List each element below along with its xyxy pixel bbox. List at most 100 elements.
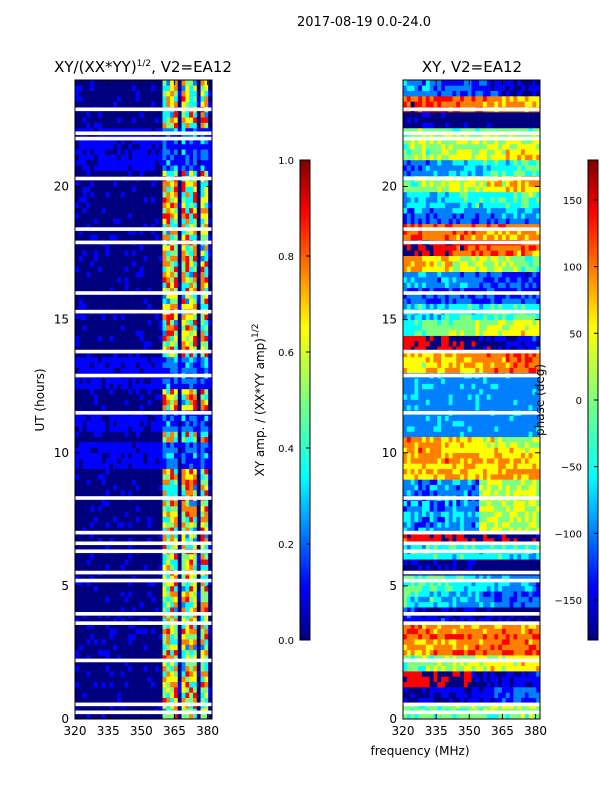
heatmap-cell: [471, 665, 476, 672]
heatmap-cell: [90, 298, 95, 304]
heatmap-cell: [75, 596, 80, 603]
heatmap-cell: [208, 303, 213, 310]
heatmap-cell: [75, 234, 80, 241]
heatmap-cell: [94, 367, 99, 374]
heatmap-cell: [120, 575, 125, 581]
heatmap-cell: [90, 202, 95, 209]
heatmap-cell: [204, 335, 209, 342]
heatmap-cell: [128, 330, 133, 336]
heatmap-cell: [151, 463, 156, 470]
heatmap-cell: [536, 697, 541, 704]
heatmap-cell: [173, 484, 179, 491]
heatmap-cell: [208, 676, 213, 683]
heatmap-cell: [208, 266, 213, 273]
heatmap-cell: [94, 335, 99, 342]
heatmap-cell: [425, 633, 430, 640]
heatmap-cell: [425, 644, 430, 651]
heatmap-cell: [86, 564, 91, 571]
heatmap-cell: [82, 426, 87, 432]
heatmap-cell: [105, 559, 110, 565]
heatmap-cell: [403, 697, 408, 704]
heatmap-cell: [128, 681, 133, 688]
heatmap-cell: [90, 537, 95, 544]
heatmap-cell: [116, 356, 121, 363]
heatmap-cell: [192, 85, 198, 91]
heatmap-cell: [128, 266, 133, 273]
heatmap-cell: [185, 383, 190, 390]
heatmap-cell: [162, 346, 167, 352]
heatmap-cell: [128, 340, 133, 347]
heatmap-cell: [116, 394, 121, 400]
heatmap-cell: [429, 697, 434, 704]
heatmap-cell: [528, 713, 533, 720]
heatmap-cell: [113, 133, 118, 139]
heatmap-cell: [532, 713, 537, 720]
heatmap-cell: [82, 399, 87, 406]
data-gap: [75, 578, 212, 583]
heatmap-cell: [147, 133, 152, 139]
heatmap-cell: [494, 660, 499, 667]
heatmap-cell: [101, 596, 106, 603]
heatmap-cell: [158, 553, 163, 560]
heatmap-cell: [158, 490, 163, 496]
heatmap-cell: [524, 633, 529, 640]
heatmap-cell: [78, 442, 83, 448]
heatmap-cell: [170, 447, 175, 454]
heatmap-cell: [139, 277, 144, 283]
heatmap-cell: [124, 676, 129, 683]
heatmap-cell: [120, 623, 125, 629]
heatmap-cell: [116, 511, 121, 517]
heatmap-cell: [113, 277, 118, 283]
heatmap-cell: [105, 282, 110, 288]
heatmap-cell: [113, 303, 118, 310]
heatmap-cell: [185, 420, 190, 427]
heatmap-cell: [139, 191, 144, 198]
heatmap-cell: [120, 330, 125, 336]
heatmap-cell: [192, 127, 198, 134]
heatmap-cell: [132, 191, 137, 198]
heatmap-cell: [78, 122, 83, 129]
heatmap-cell: [94, 585, 99, 592]
heatmap-cell: [532, 655, 537, 661]
heatmap-cell: [132, 452, 137, 459]
heatmap-cell: [135, 101, 140, 107]
heatmap-cell: [86, 468, 91, 475]
heatmap-cell: [185, 511, 190, 517]
heatmap-cell: [177, 564, 182, 571]
heatmap-cell: [78, 623, 83, 629]
heatmap-cell: [105, 426, 110, 432]
heatmap-cell: [208, 404, 213, 411]
heatmap-cell: [132, 80, 137, 86]
heatmap-cell: [82, 351, 87, 358]
heatmap-cell: [128, 697, 133, 704]
heatmap-cell: [90, 713, 95, 720]
heatmap-cell: [124, 90, 129, 97]
heatmap-cell: [90, 436, 95, 443]
heatmap-cell: [170, 117, 175, 123]
heatmap-cell: [441, 681, 446, 688]
heatmap-cell: [109, 420, 114, 427]
heatmap-cell: [463, 655, 468, 661]
heatmap-cell: [181, 676, 186, 683]
heatmap-cell: [173, 543, 179, 549]
heatmap-cell: [120, 127, 125, 134]
heatmap-cell: [162, 250, 167, 257]
heatmap-cell: [116, 383, 121, 390]
heatmap-cell: [113, 271, 118, 278]
heatmap-cell: [200, 367, 205, 374]
heatmap-cell: [200, 234, 205, 241]
heatmap-cell: [86, 351, 91, 358]
heatmap-cell: [90, 245, 95, 251]
heatmap-cell: [166, 607, 171, 613]
heatmap-cell: [204, 143, 209, 150]
heatmap-cell: [189, 644, 194, 651]
heatmap-cell: [82, 340, 87, 347]
heatmap-cell: [162, 575, 167, 581]
heatmap-cell: [124, 687, 129, 693]
heatmap-cell: [185, 234, 190, 241]
heatmap-cell: [185, 521, 190, 528]
heatmap-cell: [505, 644, 510, 651]
heatmap-cell: [124, 665, 129, 672]
heatmap-cell: [124, 143, 129, 150]
heatmap-cell: [105, 596, 110, 603]
